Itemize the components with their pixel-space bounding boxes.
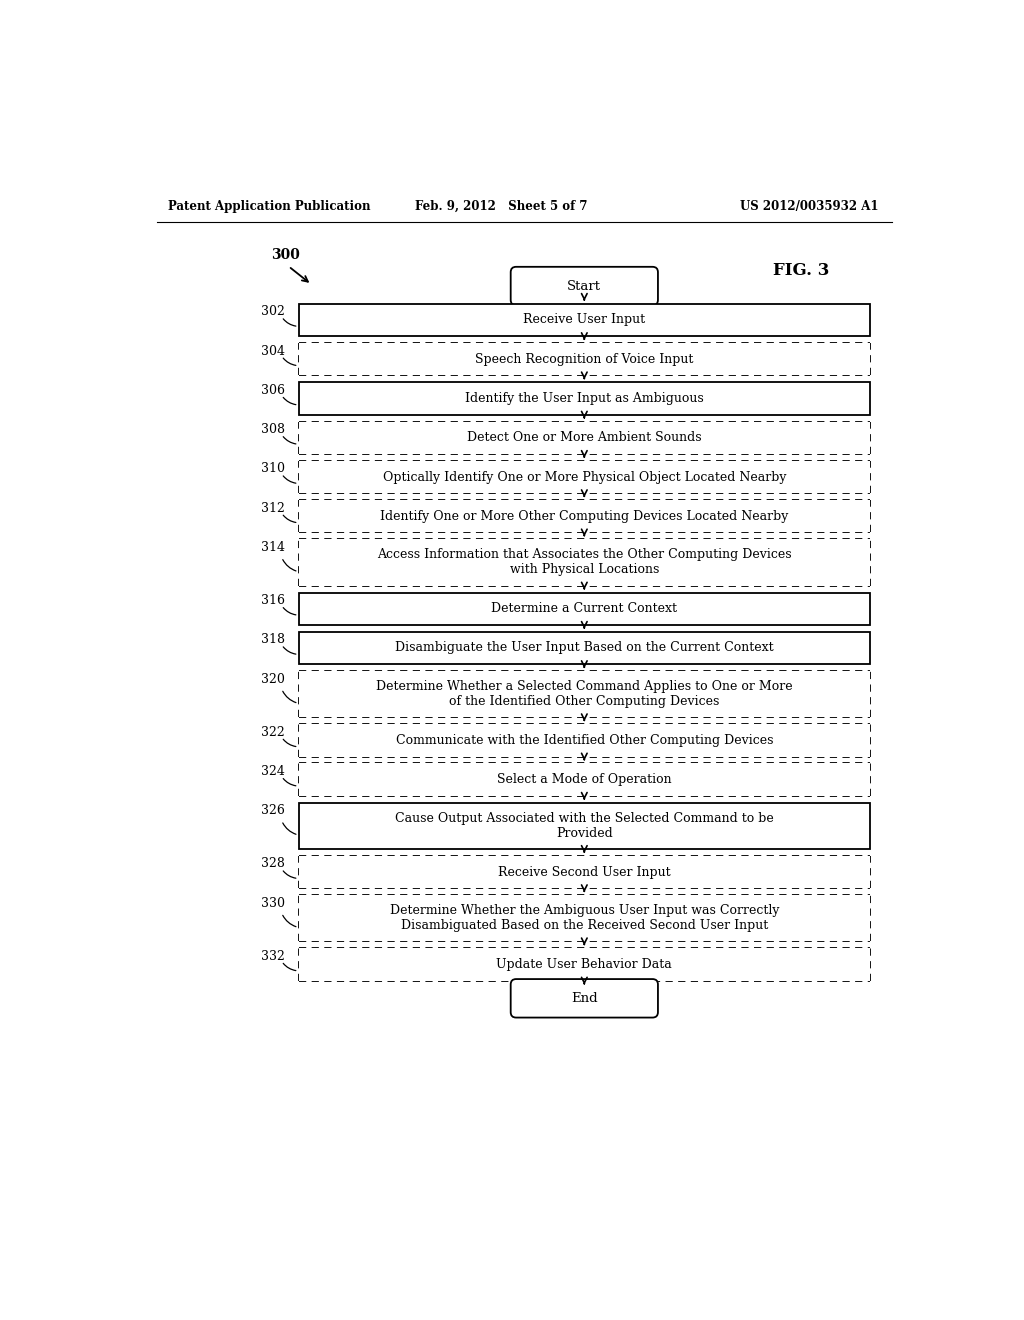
Text: 324: 324: [261, 766, 285, 777]
Text: 326: 326: [261, 804, 285, 817]
Text: Select a Mode of Operation: Select a Mode of Operation: [497, 774, 672, 787]
Bar: [299, 421, 870, 454]
Text: FIG. 3: FIG. 3: [773, 261, 829, 279]
Text: 306: 306: [261, 384, 285, 397]
Text: 330: 330: [261, 896, 285, 909]
Text: Optically Identify One or More Physical Object Located Nearby: Optically Identify One or More Physical …: [383, 470, 786, 483]
Text: Speech Recognition of Voice Input: Speech Recognition of Voice Input: [475, 352, 693, 366]
Text: 316: 316: [261, 594, 285, 607]
Text: 308: 308: [261, 424, 285, 436]
Text: Cause Output Associated with the Selected Command to be
Provided: Cause Output Associated with the Selecte…: [395, 812, 774, 840]
Text: 322: 322: [261, 726, 285, 739]
Bar: [299, 540, 870, 586]
Text: 314: 314: [261, 541, 285, 554]
Bar: [299, 725, 870, 756]
Text: 310: 310: [261, 462, 285, 475]
Text: Identify the User Input as Ambiguous: Identify the User Input as Ambiguous: [465, 392, 703, 405]
Text: Access Information that Associates the Other Computing Devices
with Physical Loc: Access Information that Associates the O…: [377, 549, 792, 577]
Text: Update User Behavior Data: Update User Behavior Data: [497, 958, 672, 972]
Text: 332: 332: [261, 950, 285, 962]
Bar: [299, 500, 870, 532]
FancyBboxPatch shape: [511, 979, 658, 1018]
Text: 318: 318: [261, 634, 285, 647]
Bar: [299, 593, 870, 624]
Text: 300: 300: [271, 248, 300, 261]
Bar: [299, 632, 870, 664]
Text: US 2012/0035932 A1: US 2012/0035932 A1: [740, 199, 879, 213]
Text: Receive User Input: Receive User Input: [523, 313, 645, 326]
Bar: [299, 763, 870, 796]
Text: Disambiguate the User Input Based on the Current Context: Disambiguate the User Input Based on the…: [395, 642, 774, 655]
Bar: [299, 803, 870, 849]
Text: Patent Application Publication: Patent Application Publication: [168, 199, 371, 213]
Text: 302: 302: [261, 305, 285, 318]
Text: Identify One or More Other Computing Devices Located Nearby: Identify One or More Other Computing Dev…: [380, 510, 788, 523]
Text: Detect One or More Ambient Sounds: Detect One or More Ambient Sounds: [467, 432, 701, 445]
Bar: [299, 855, 870, 888]
Text: 328: 328: [261, 858, 285, 870]
Bar: [299, 895, 870, 941]
Bar: [299, 461, 870, 494]
Bar: [299, 304, 870, 337]
Text: End: End: [571, 991, 598, 1005]
Text: 312: 312: [261, 502, 285, 515]
Text: Determine Whether a Selected Command Applies to One or More
of the Identified Ot: Determine Whether a Selected Command App…: [376, 680, 793, 708]
Bar: [299, 948, 870, 981]
Text: Receive Second User Input: Receive Second User Input: [498, 866, 671, 879]
Text: Determine a Current Context: Determine a Current Context: [492, 602, 677, 615]
Text: Feb. 9, 2012   Sheet 5 of 7: Feb. 9, 2012 Sheet 5 of 7: [415, 199, 587, 213]
Text: Start: Start: [567, 280, 601, 293]
Text: Communicate with the Identified Other Computing Devices: Communicate with the Identified Other Co…: [395, 734, 773, 747]
Bar: [299, 383, 870, 414]
Text: 304: 304: [261, 345, 285, 358]
Bar: [299, 671, 870, 717]
Text: 320: 320: [261, 673, 285, 685]
Text: Determine Whether the Ambiguous User Input was Correctly
Disambiguated Based on : Determine Whether the Ambiguous User Inp…: [389, 904, 779, 932]
Bar: [299, 343, 870, 375]
FancyBboxPatch shape: [511, 267, 658, 305]
